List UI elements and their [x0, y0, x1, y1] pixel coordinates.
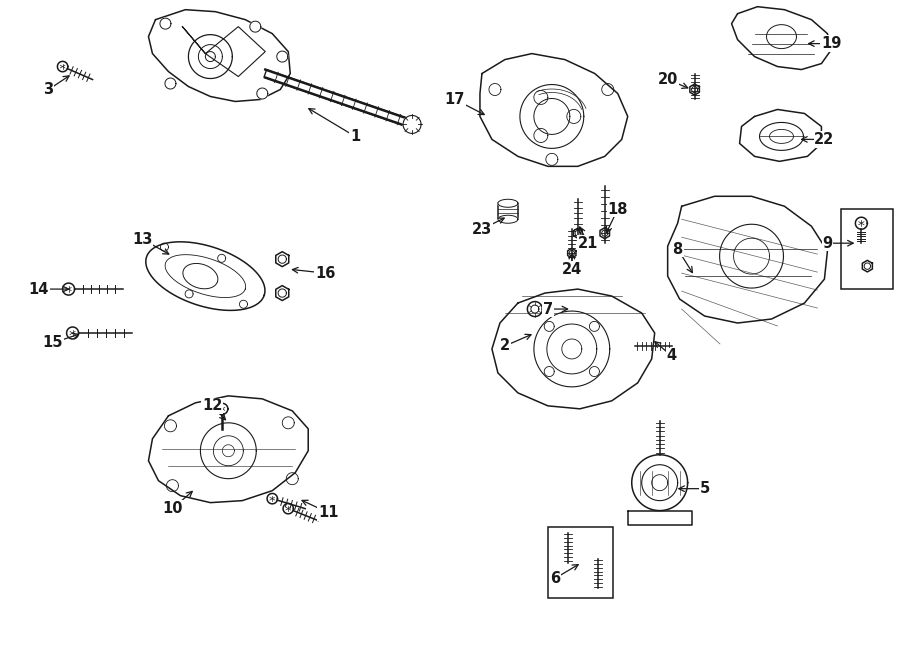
Polygon shape	[862, 260, 872, 272]
Bar	[842, 210, 894, 289]
Polygon shape	[627, 510, 691, 525]
Polygon shape	[855, 217, 868, 229]
Polygon shape	[148, 396, 308, 502]
Polygon shape	[767, 24, 796, 49]
Polygon shape	[205, 52, 215, 61]
Polygon shape	[562, 339, 581, 359]
Polygon shape	[148, 10, 290, 102]
Polygon shape	[734, 238, 770, 274]
Text: 22: 22	[814, 132, 834, 147]
Polygon shape	[275, 252, 289, 266]
Text: 20: 20	[658, 72, 678, 87]
Polygon shape	[770, 130, 794, 143]
Text: 9: 9	[823, 236, 832, 251]
Polygon shape	[732, 7, 832, 69]
Text: 23: 23	[472, 221, 492, 237]
Text: 12: 12	[202, 399, 222, 413]
Polygon shape	[250, 21, 261, 32]
Polygon shape	[534, 311, 610, 387]
Bar	[548, 527, 613, 598]
Text: 2: 2	[500, 338, 510, 354]
Polygon shape	[267, 494, 277, 504]
Text: 19: 19	[821, 36, 842, 51]
Text: 8: 8	[672, 242, 683, 256]
Polygon shape	[480, 54, 627, 167]
Polygon shape	[652, 475, 668, 490]
Text: 16: 16	[315, 266, 336, 281]
Polygon shape	[201, 423, 256, 479]
Polygon shape	[740, 110, 822, 161]
Polygon shape	[403, 116, 421, 134]
Polygon shape	[222, 445, 234, 457]
Polygon shape	[58, 61, 68, 72]
Polygon shape	[256, 88, 268, 99]
Text: 17: 17	[445, 92, 465, 107]
Text: 5: 5	[699, 481, 710, 496]
Polygon shape	[264, 70, 411, 127]
Polygon shape	[547, 324, 597, 374]
Text: 24: 24	[562, 262, 582, 277]
Polygon shape	[520, 85, 584, 148]
Text: 15: 15	[42, 336, 63, 350]
Polygon shape	[600, 228, 609, 239]
Polygon shape	[284, 504, 293, 514]
Text: 3: 3	[43, 82, 54, 97]
Text: 6: 6	[550, 571, 560, 586]
Polygon shape	[573, 228, 582, 238]
Text: 21: 21	[578, 236, 598, 251]
Polygon shape	[146, 242, 265, 311]
Text: 14: 14	[29, 282, 49, 297]
Polygon shape	[275, 286, 289, 301]
Polygon shape	[160, 18, 171, 29]
Polygon shape	[690, 84, 699, 95]
Polygon shape	[213, 436, 243, 466]
Polygon shape	[534, 98, 570, 134]
Polygon shape	[498, 204, 518, 219]
Text: 4: 4	[667, 348, 677, 364]
Polygon shape	[188, 34, 232, 79]
Polygon shape	[568, 249, 576, 258]
Text: 10: 10	[162, 501, 183, 516]
Polygon shape	[67, 327, 78, 339]
Polygon shape	[760, 122, 804, 150]
Polygon shape	[198, 44, 222, 69]
Text: 11: 11	[318, 505, 338, 520]
Polygon shape	[498, 215, 518, 223]
Polygon shape	[498, 199, 518, 208]
Polygon shape	[492, 289, 654, 409]
Polygon shape	[277, 51, 288, 62]
Polygon shape	[183, 264, 218, 289]
Text: 18: 18	[608, 202, 628, 217]
Polygon shape	[632, 455, 688, 510]
Polygon shape	[527, 301, 543, 317]
Text: 1: 1	[350, 129, 360, 144]
Text: 7: 7	[543, 301, 553, 317]
Text: 13: 13	[132, 232, 153, 247]
Polygon shape	[720, 224, 784, 288]
Polygon shape	[642, 465, 678, 500]
Polygon shape	[63, 283, 75, 295]
Polygon shape	[165, 78, 176, 89]
Polygon shape	[668, 196, 827, 323]
Polygon shape	[217, 403, 228, 414]
